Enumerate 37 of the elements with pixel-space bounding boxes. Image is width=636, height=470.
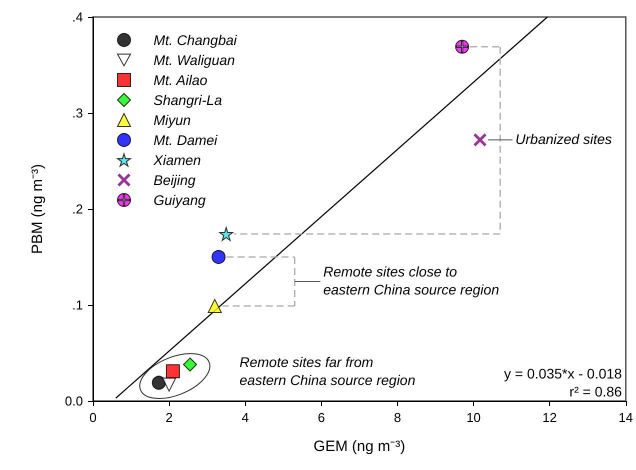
legend-label: Mt. Waliguan: [154, 52, 236, 68]
y-axis-title: PBM (ng m⁻³): [29, 164, 46, 254]
x-tick-label: 4: [242, 410, 249, 425]
point: [166, 364, 180, 378]
point: [162, 378, 176, 392]
legend-label: Mt. Ailao: [154, 72, 208, 88]
x-tick-label: 2: [165, 410, 173, 425]
x-tick-label: 0: [89, 410, 97, 425]
legend-label: Beijing: [154, 172, 196, 188]
y-tick-label: .3: [72, 106, 83, 120]
x-tick-label: 14: [618, 410, 634, 425]
y-tick-label: .1: [72, 298, 83, 312]
point: [474, 133, 487, 146]
annotation: Remote sites far from eastern China source region: [240, 354, 416, 388]
point: [152, 376, 166, 390]
annotation: Remote sites close to eastern China source region: [323, 263, 500, 298]
legend-label: Guiyang: [154, 192, 206, 208]
point: [208, 298, 222, 313]
y-tick-label: .4: [72, 10, 83, 24]
legend-label: Xiamen: [152, 152, 202, 168]
x-axis-title: GEM (ng m⁻³): [314, 438, 406, 455]
y-tick-label: 0.0: [64, 394, 83, 408]
x-tick-label: 8: [394, 410, 402, 425]
legend-label: Shangri-La: [154, 92, 222, 108]
x-tick-label: 6: [318, 410, 325, 425]
x-tick-label: 12: [542, 410, 557, 425]
x-tick-label: 10: [466, 410, 481, 425]
point: [219, 226, 234, 241]
annotation: Urbanized sites: [515, 130, 612, 147]
legend-label: Mt. Changbai: [154, 32, 238, 48]
legend-label: Miyun: [154, 112, 192, 128]
annotation: y = 0.035*x - 0.018 r² = 0.86: [504, 365, 622, 400]
point: [455, 40, 470, 54]
point: [212, 250, 226, 264]
point: [183, 358, 198, 372]
y-tick-label: .2: [72, 202, 83, 216]
legend-label: Mt. Damei: [154, 132, 218, 148]
